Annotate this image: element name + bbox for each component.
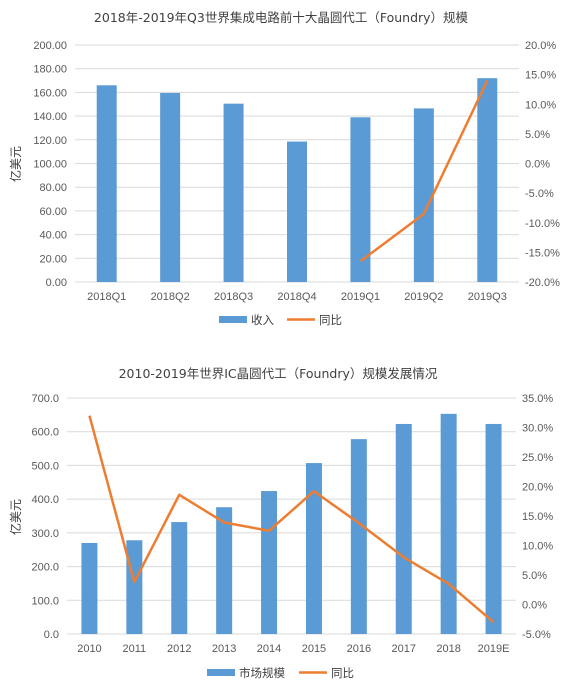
bar [477, 78, 498, 283]
quarterly-foundry-chart: 2018年-2019年Q3世界集成电路前十大晶圆代工（Foundry）规模 亿美… [8, 10, 560, 327]
bar [160, 92, 181, 283]
legend-label-bar: 市场规模 [239, 666, 285, 680]
x-tick-label: 2010 [77, 643, 101, 655]
series-line [359, 80, 489, 263]
x-tick-label: 2011 [123, 643, 147, 655]
series-line [88, 415, 495, 624]
bar [223, 103, 244, 282]
bar-series [96, 78, 498, 283]
x-tick-label: 2014 [257, 643, 281, 655]
x-axis-ticks: 2018Q1 2018Q2 2018Q3 2018Q4 2019Q1 2019Q2 2019… [87, 291, 507, 303]
x-tick-label: 2015 [302, 643, 326, 655]
bar-series [81, 413, 502, 634]
y2-tick-label: -15.0% [525, 247, 560, 259]
chart-title: 2018年-2019年Q3世界集成电路前十大晶圆代工（Foundry）规模 [94, 10, 469, 25]
bar [171, 522, 188, 634]
y2-axis-ticks: -20.0% -15.0% -10.0% -5.0% 0.0% 5.0% 10.0% 15.0… [525, 40, 560, 289]
y-tick-label: 180.00 [33, 64, 67, 76]
bar [413, 108, 434, 283]
y2-tick-label: -5.0% [522, 629, 551, 641]
y-tick-label: 40.00 [39, 230, 67, 242]
y-tick-label: 140.00 [33, 111, 67, 123]
x-tick-label: 2019E [478, 643, 510, 655]
y-tick-label: 300.0 [31, 528, 59, 540]
y-axis-ticks: 0.0 100.0 200.0 300.0 400.0 500.0 600.0 700.0 [31, 393, 59, 641]
legend-swatch-bar [207, 669, 235, 676]
y2-tick-label: 0.0% [522, 600, 547, 612]
y2-tick-label: 20.0% [525, 40, 556, 52]
y-tick-label: 600.0 [31, 427, 59, 439]
x-axis-ticks: 2010 2011 2012 2013 2014 2015 2016 2017 2018 2019… [77, 643, 509, 655]
y-tick-label: 700.0 [31, 393, 59, 405]
legend-swatch-bar [219, 316, 247, 323]
y-tick-label: 60.00 [39, 206, 67, 218]
x-tick-label: 2016 [347, 643, 371, 655]
x-tick-label: 2013 [212, 643, 236, 655]
y-tick-label: 0.0 [44, 629, 59, 641]
bar [395, 423, 412, 634]
legend: 收入 同比 [219, 313, 342, 327]
y2-tick-label: 10.0% [525, 99, 556, 111]
bar [485, 423, 502, 634]
bar [440, 413, 457, 634]
x-tick-label: 2019Q3 [468, 291, 507, 303]
y-tick-label: 200.0 [31, 562, 59, 574]
y2-tick-label: 15.0% [525, 70, 556, 82]
bar [126, 540, 143, 634]
y-axis-label: 亿美元 [8, 499, 23, 535]
bar [96, 85, 117, 282]
y2-tick-label: 35.0% [522, 393, 553, 405]
y-tick-label: 0.00 [46, 277, 67, 289]
y2-tick-label: 15.0% [522, 511, 553, 523]
y2-tick-label: 0.0% [525, 159, 550, 171]
y2-tick-label: 25.0% [522, 452, 553, 464]
y2-tick-label: 10.0% [522, 541, 553, 553]
bar [81, 542, 98, 634]
bar [216, 507, 233, 634]
y2-tick-label: 20.0% [522, 482, 553, 494]
y-axis-label: 亿美元 [8, 146, 23, 182]
y-tick-label: 20.00 [39, 253, 67, 265]
y2-axis-ticks: -5.0% 0.0% 5.0% 10.0% 15.0% 20.0% 25.0% 30.0% 35… [522, 393, 553, 641]
y-axis-ticks: 0.00 20.00 40.00 60.00 80.00 100.00 120.00 140.… [33, 40, 67, 289]
x-tick-label: 2018 [436, 643, 460, 655]
y2-tick-label: 5.0% [525, 129, 550, 141]
legend-label-line: 同比 [331, 666, 354, 680]
line-series [359, 80, 489, 263]
y-tick-label: 100.00 [33, 159, 67, 171]
y-tick-label: 100.0 [31, 595, 59, 607]
annual-foundry-chart: 2010-2019年世界IC晶圆代工（Foundry）规模发展情况 亿美元 0.… [8, 366, 553, 680]
y2-tick-label: -5.0% [525, 188, 554, 200]
legend: 市场规模 同比 [207, 666, 354, 680]
y-tick-label: 500.0 [31, 460, 59, 472]
y-tick-label: 200.00 [33, 40, 67, 52]
y-tick-label: 400.0 [31, 494, 59, 506]
bar [261, 491, 278, 634]
line-series [88, 415, 495, 624]
y-tick-label: 120.00 [33, 135, 67, 147]
legend-label-bar: 收入 [251, 313, 274, 327]
chart-title: 2010-2019年世界IC晶圆代工（Foundry）规模发展情况 [119, 366, 438, 381]
x-tick-label: 2012 [167, 643, 191, 655]
y2-tick-label: -20.0% [525, 277, 560, 289]
y2-tick-label: -10.0% [525, 218, 560, 230]
x-tick-label: 2017 [392, 643, 416, 655]
x-tick-label: 2018Q4 [277, 291, 316, 303]
y2-tick-label: 30.0% [522, 423, 553, 435]
y2-tick-label: 5.0% [522, 570, 547, 582]
y-tick-label: 80.00 [39, 182, 67, 194]
legend-label-line: 同比 [319, 313, 342, 327]
y-tick-label: 160.00 [33, 87, 67, 99]
x-tick-label: 2018Q1 [87, 291, 126, 303]
bar [350, 117, 371, 282]
bar [287, 141, 307, 282]
bar [350, 439, 367, 634]
x-tick-label: 2018Q2 [151, 291, 190, 303]
bar [305, 463, 322, 634]
x-tick-label: 2019Q1 [341, 291, 380, 303]
x-tick-label: 2018Q3 [214, 291, 253, 303]
x-tick-label: 2019Q2 [404, 291, 443, 303]
